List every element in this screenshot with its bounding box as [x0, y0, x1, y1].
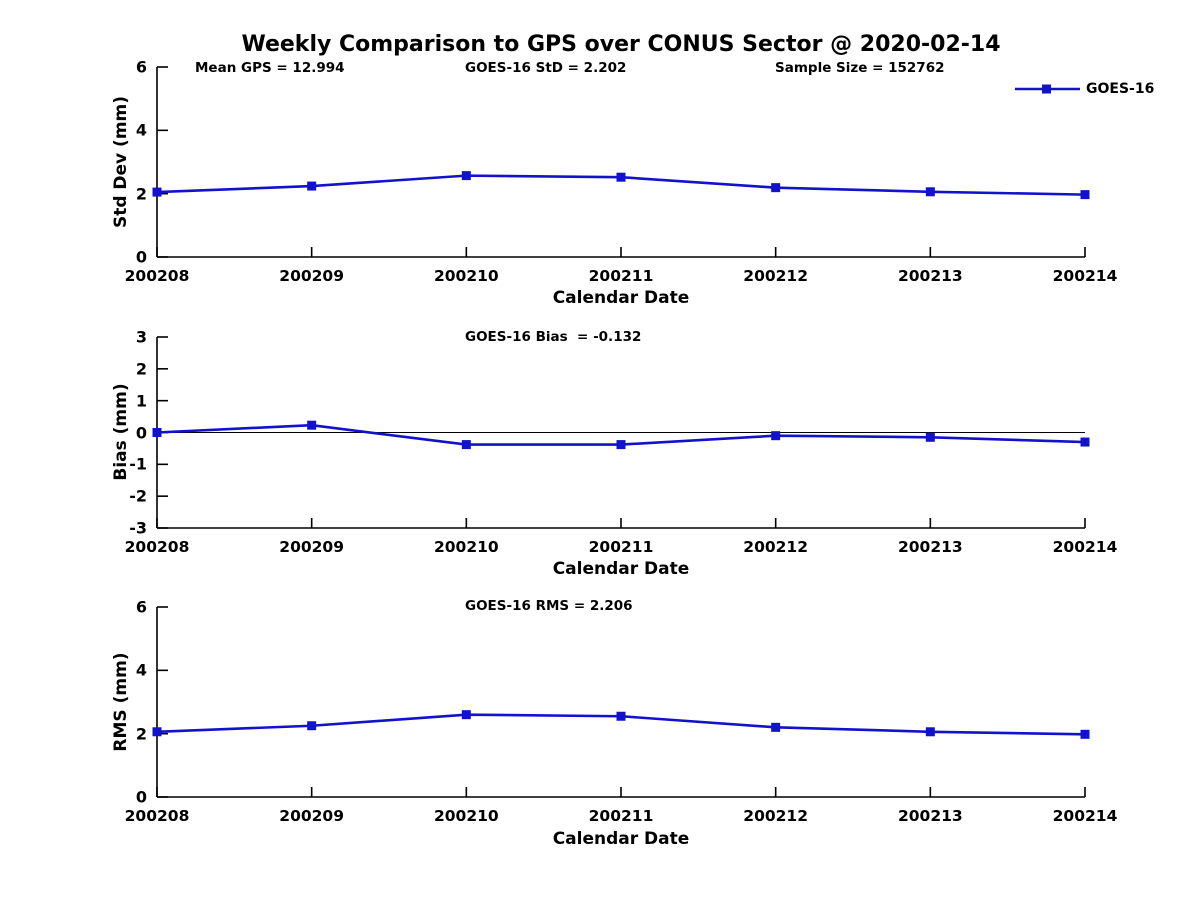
x-axis-title-bottom: Calendar Date — [552, 829, 690, 849]
x-tick-label: 200210 — [433, 538, 499, 556]
y-axis-title-stddev: Std Dev (mm) — [111, 95, 131, 229]
x-tick-label: 200213 — [897, 267, 963, 285]
data-marker-std-dev-plot — [771, 183, 781, 193]
annotation-bias: GOES-16 Bias = -0.132 — [465, 329, 642, 345]
data-marker-bias-plot — [925, 432, 935, 442]
x-tick-label: 200213 — [897, 538, 963, 556]
x-tick-label: 200211 — [588, 807, 654, 825]
x-tick-label: 200212 — [743, 538, 809, 556]
y-tick-label: -3 — [129, 518, 147, 538]
y-tick-label: 0 — [135, 247, 147, 267]
x-tick-label: 200210 — [433, 807, 499, 825]
data-marker-rms-plot — [616, 711, 626, 721]
y-tick-label: -1 — [129, 454, 147, 474]
x-tick-label: 200209 — [279, 538, 345, 556]
data-marker-std-dev-plot — [925, 187, 935, 197]
data-marker-rms-plot — [1080, 729, 1090, 739]
data-marker-rms-plot — [771, 722, 781, 732]
y-tick-label: 4 — [135, 660, 147, 680]
legend-marker-sample — [1042, 84, 1051, 94]
y-tick-label: 0 — [135, 787, 147, 807]
x-tick-label: 200214 — [1052, 538, 1118, 556]
x-tick-label: 200210 — [433, 267, 499, 285]
annotation-sample-size: Sample Size = 152762 — [775, 60, 945, 76]
x-tick-label: 200211 — [588, 538, 654, 556]
data-marker-std-dev-plot — [461, 171, 471, 181]
data-marker-std-dev-plot — [152, 187, 162, 197]
y-tick-label: 2 — [135, 359, 147, 379]
figure-title: Weekly Comparison to GPS over CONUS Sect… — [241, 32, 1001, 57]
x-tick-label: 200212 — [743, 267, 809, 285]
y-tick-label: 2 — [135, 724, 147, 744]
legend-label-goes16: GOES-16 — [1086, 81, 1155, 97]
data-marker-bias-plot — [152, 428, 162, 437]
data-marker-bias-plot — [616, 440, 626, 450]
y-tick-label: 4 — [135, 120, 147, 140]
data-marker-rms-plot — [152, 727, 162, 737]
data-marker-std-dev-plot — [616, 172, 626, 182]
x-tick-label: 200214 — [1052, 807, 1118, 825]
x-axis-title-top: Calendar Date — [552, 288, 690, 308]
x-tick-label: 200212 — [743, 807, 809, 825]
x-axis-title-middle: Calendar Date — [552, 559, 690, 579]
x-tick-label: 200208 — [124, 538, 190, 556]
data-marker-rms-plot — [307, 721, 317, 731]
data-marker-std-dev-plot — [307, 181, 317, 191]
data-marker-bias-plot — [771, 431, 781, 441]
x-tick-label: 200209 — [279, 807, 345, 825]
y-tick-label: 6 — [135, 57, 147, 77]
x-tick-label: 200214 — [1052, 267, 1118, 285]
data-marker-std-dev-plot — [1080, 190, 1090, 200]
data-marker-bias-plot — [307, 420, 317, 430]
y-tick-label: 0 — [135, 423, 147, 442]
annotation-mean-gps: Mean GPS = 12.994 — [195, 60, 345, 76]
x-tick-label: 200209 — [279, 267, 345, 285]
x-tick-label: 200211 — [588, 267, 654, 285]
data-marker-bias-plot — [461, 440, 471, 450]
y-tick-label: -2 — [129, 486, 147, 506]
y-tick-label: 2 — [135, 184, 147, 204]
y-tick-label: 3 — [135, 327, 147, 347]
y-tick-label: 1 — [135, 391, 147, 411]
x-tick-label: 200213 — [897, 807, 963, 825]
x-tick-label: 200208 — [124, 807, 190, 825]
x-tick-label: 200208 — [124, 267, 190, 285]
data-marker-bias-plot — [1080, 437, 1090, 447]
data-marker-rms-plot — [925, 727, 935, 737]
y-tick-label: 6 — [135, 597, 147, 617]
annotation-rms: GOES-16 RMS = 2.206 — [465, 598, 633, 614]
annotation-std: GOES-16 StD = 2.202 — [465, 60, 627, 76]
data-marker-rms-plot — [461, 710, 471, 720]
